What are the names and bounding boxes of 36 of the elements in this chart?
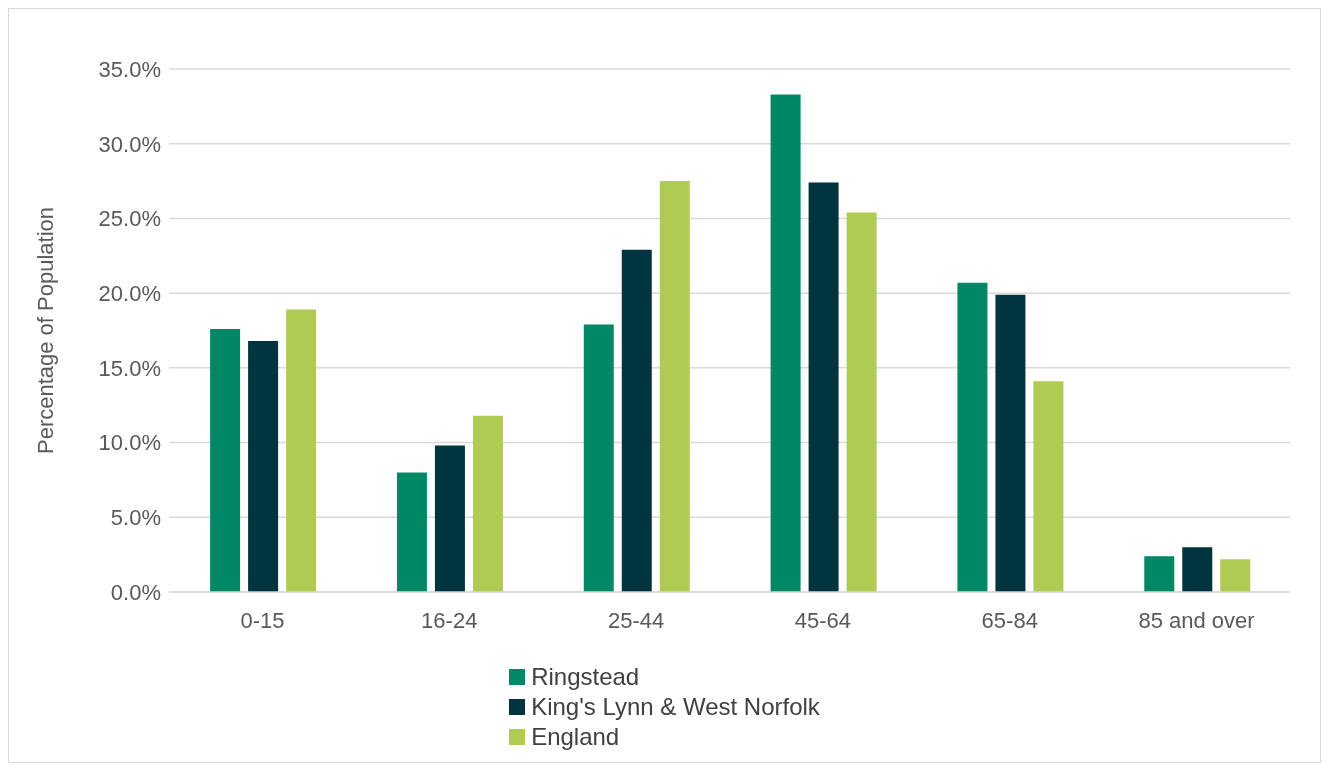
bar (583, 324, 614, 592)
x-tick-label: 65-84 (981, 607, 1038, 633)
bar (396, 472, 427, 592)
bar (248, 340, 279, 592)
bar (957, 282, 988, 592)
bar (808, 182, 839, 592)
y-axis-title: Percentage of Population (32, 206, 58, 455)
bar (434, 445, 465, 592)
y-tick-label: 10.0% (98, 430, 161, 456)
legend-label: England (531, 722, 620, 752)
bar (846, 212, 877, 592)
bar (1144, 556, 1175, 592)
y-tick-label: 0.0% (110, 579, 161, 605)
y-tick-label: 30.0% (98, 131, 161, 157)
bar (995, 294, 1026, 592)
y-tick-label: 5.0% (110, 505, 161, 531)
bar (472, 415, 503, 592)
x-tick-label: 45-64 (794, 607, 852, 633)
x-tick-label: 0-15 (240, 607, 285, 633)
legend-label: Ringstead (531, 662, 640, 692)
bar (286, 309, 317, 592)
y-tick-label: 35.0% (98, 56, 161, 82)
x-tick-label: 25-44 (607, 607, 665, 633)
legend-label: King's Lynn & West Norfolk (531, 692, 820, 722)
x-tick-label: 85 and over (1138, 607, 1255, 633)
bar (210, 329, 241, 592)
bar (1182, 547, 1213, 592)
y-tick-label: 15.0% (98, 355, 161, 381)
bar (770, 94, 801, 592)
y-tick-label: 25.0% (98, 206, 161, 232)
bar (621, 249, 652, 592)
x-tick-label: 16-24 (421, 607, 478, 633)
y-tick-label: 20.0% (98, 280, 161, 306)
bar (1220, 559, 1251, 592)
bar (659, 181, 690, 592)
bar (1033, 381, 1064, 592)
